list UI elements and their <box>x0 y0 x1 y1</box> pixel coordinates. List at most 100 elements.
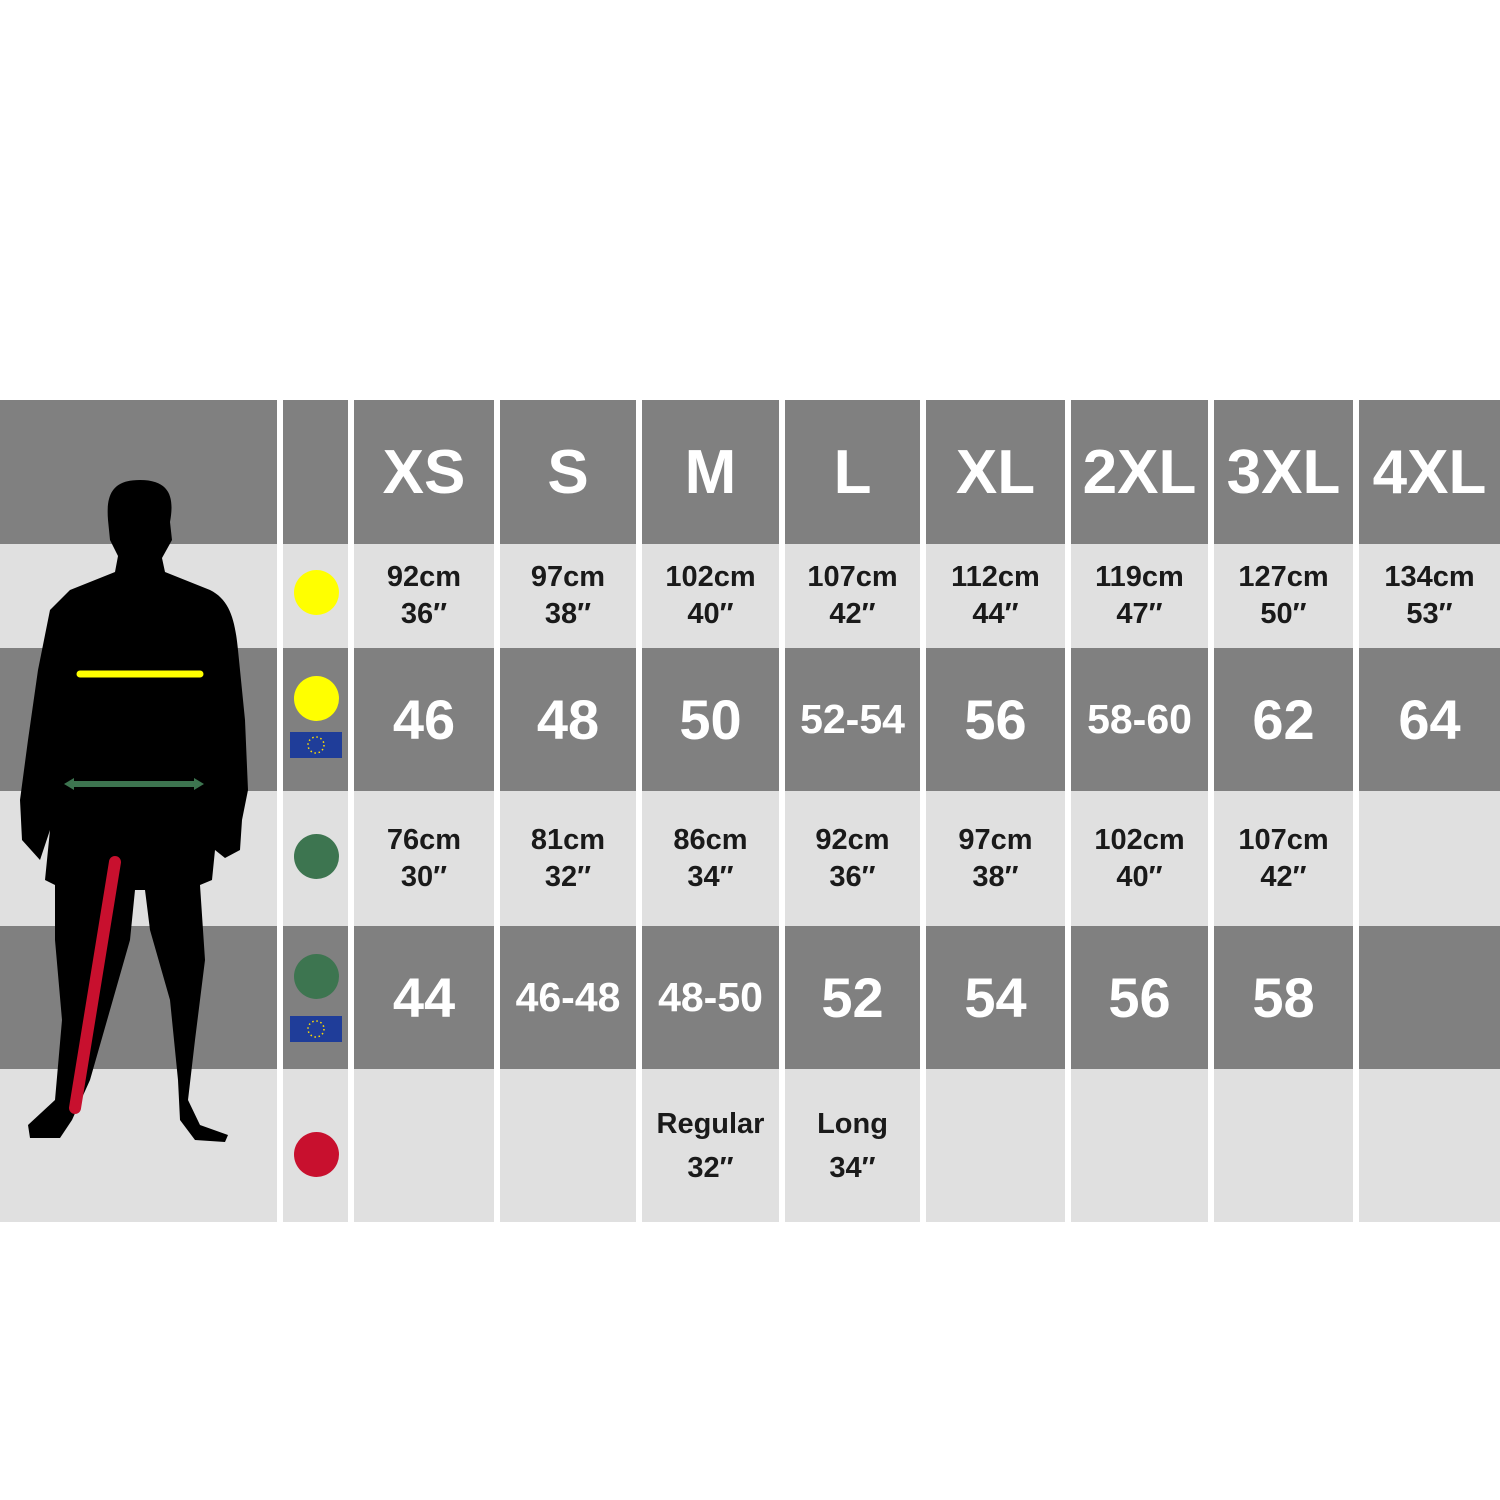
chest-cell: 127cm 50″ <box>1214 544 1353 648</box>
waist-eu-cell: 58 <box>1214 926 1353 1069</box>
chest-eu-cell: 62 <box>1214 648 1353 791</box>
measure-cm: 107cm <box>1238 823 1329 856</box>
measure-cm: 97cm <box>958 823 1033 856</box>
waist-eu-cell: 54 <box>926 926 1065 1069</box>
measure-inches: 44″ <box>972 598 1019 630</box>
measure-cm: 112cm <box>951 561 1040 593</box>
eu-size: 62 <box>1252 688 1315 751</box>
size-header: 4XL <box>1359 400 1500 544</box>
waist-eu-cell: 46-48 <box>500 926 636 1069</box>
eu-size: 56 <box>1108 966 1171 1029</box>
measure-inches: 32″ <box>687 1151 734 1184</box>
eu-size: 54 <box>964 966 1027 1029</box>
size-label: S <box>547 437 589 507</box>
size-header: L <box>785 400 920 544</box>
measure-cm: 134cm <box>1384 561 1475 593</box>
inside-leg-cell: Regular 32″ <box>642 1069 779 1222</box>
inside-leg-dot-icon <box>294 1132 339 1177</box>
eu-flag-icon <box>290 1016 342 1042</box>
size-header: XS <box>354 400 494 544</box>
size-label: XL <box>955 437 1036 507</box>
measure-cm: 127cm <box>1238 561 1329 593</box>
measure-inches: 38″ <box>544 598 592 630</box>
chest-eu-cell: 48 <box>500 648 636 791</box>
measure-cm: 107cm <box>807 561 898 593</box>
size-header: XL <box>926 400 1065 544</box>
eu-size: 56 <box>964 688 1027 751</box>
man-silhouette-icon <box>20 480 248 1142</box>
eu-size: 48 <box>536 688 600 751</box>
measure-cm: 102cm <box>1094 823 1185 856</box>
waist-row <box>0 791 1500 926</box>
measure-cm: Regular <box>656 1107 765 1140</box>
waist-cell: 76cm 30″ <box>354 791 494 926</box>
size-label: M <box>684 437 737 507</box>
eu-size: 46 <box>392 688 456 751</box>
measure-inches: 36″ <box>829 860 876 893</box>
waist-cell: 86cm 34″ <box>642 791 779 926</box>
measure-cm: 76cm <box>386 823 462 856</box>
measure-inches: 40″ <box>1116 860 1163 893</box>
size-label: 2XL <box>1082 437 1197 507</box>
waist-cell: 97cm 38″ <box>926 791 1065 926</box>
measure-inches: 34″ <box>829 1151 876 1184</box>
size-header: M <box>642 400 779 544</box>
measure-inches: 42″ <box>1260 860 1307 893</box>
waist-eu-cell: 52 <box>785 926 920 1069</box>
header-row <box>0 400 1500 544</box>
eu-size: 58-60 <box>1087 696 1192 742</box>
measure-cm: 102cm <box>665 561 756 593</box>
eu-size: 64 <box>1398 688 1461 751</box>
eu-size: 50 <box>679 688 742 751</box>
chest-cell: 112cm 44″ <box>926 544 1065 648</box>
chest-cell: 92cm 36″ <box>354 544 494 648</box>
chest-cell: 102cm 40″ <box>642 544 779 648</box>
measure-inches: 38″ <box>972 860 1019 893</box>
waist-eu-row <box>0 926 1500 1069</box>
measure-cm: 92cm <box>815 823 890 856</box>
chest-cell: 134cm 53″ <box>1359 544 1500 648</box>
measure-inches: 36″ <box>400 598 448 630</box>
size-header: 3XL <box>1214 400 1353 544</box>
chest-cell: 119cm 47″ <box>1071 544 1208 648</box>
waist-cell: 102cm 40″ <box>1071 791 1208 926</box>
chest-eu-row <box>0 648 1500 791</box>
measure-cm: 81cm <box>530 823 606 856</box>
chest-eu-cell: 50 <box>642 648 779 791</box>
size-label: 3XL <box>1226 437 1341 507</box>
chest-eu-cell: 58-60 <box>1071 648 1208 791</box>
chest-dot-icon <box>294 570 339 615</box>
measure-cm: 92cm <box>386 561 462 593</box>
waist-cell: 81cm 32″ <box>500 791 636 926</box>
measure-inches: 53″ <box>1406 598 1453 630</box>
eu-size: 52-54 <box>800 696 905 742</box>
waist-eu-cell: 56 <box>1071 926 1208 1069</box>
inside-leg-cell: Long 34″ <box>785 1069 920 1222</box>
size-header: S <box>500 400 636 544</box>
measure-cm: 97cm <box>530 561 606 593</box>
chest-cell: 97cm 38″ <box>500 544 636 648</box>
size-label: XS <box>382 437 466 507</box>
chest-eu-cell: 56 <box>926 648 1065 791</box>
eu-size: 44 <box>392 966 456 1029</box>
measure-cm: 119cm <box>1095 561 1184 593</box>
measure-inches: 40″ <box>687 598 734 630</box>
chest-eu-cell: 64 <box>1359 648 1500 791</box>
measure-cm: Long <box>817 1107 888 1140</box>
waist-cell: 92cm 36″ <box>785 791 920 926</box>
chest-eu-dot-icon <box>294 676 339 721</box>
measure-inches: 34″ <box>687 860 734 893</box>
size-label: 4XL <box>1372 437 1487 507</box>
waist-cell: 107cm 42″ <box>1214 791 1353 926</box>
measure-inches: 50″ <box>1260 598 1307 630</box>
measure-inches: 42″ <box>829 598 876 630</box>
chest-eu-cell: 46 <box>354 648 494 791</box>
waist-eu-cell: 44 <box>354 926 494 1069</box>
eu-flag-icon <box>290 732 342 758</box>
measure-cm: 86cm <box>673 823 748 856</box>
chest-row <box>0 544 1500 648</box>
eu-size: 52 <box>821 966 884 1029</box>
eu-size: 46-48 <box>515 974 621 1020</box>
measure-inches: 32″ <box>544 860 592 893</box>
